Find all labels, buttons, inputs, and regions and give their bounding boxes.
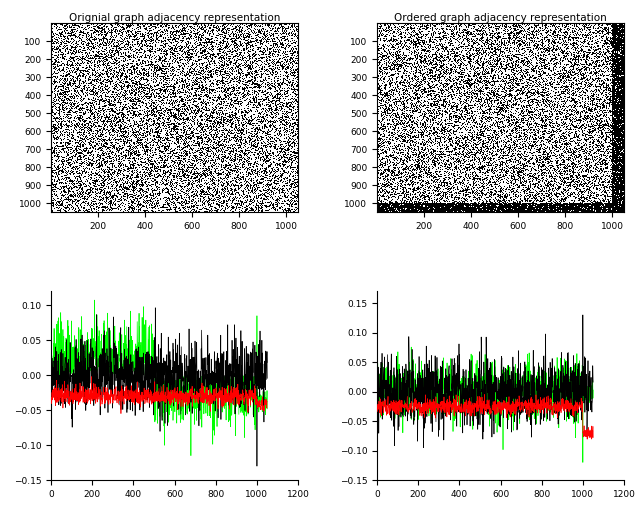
Title: Orignial graph adjacency representation: Orignial graph adjacency representation xyxy=(69,12,280,23)
Title: Ordered graph adjacency representation: Ordered graph adjacency representation xyxy=(394,12,607,23)
